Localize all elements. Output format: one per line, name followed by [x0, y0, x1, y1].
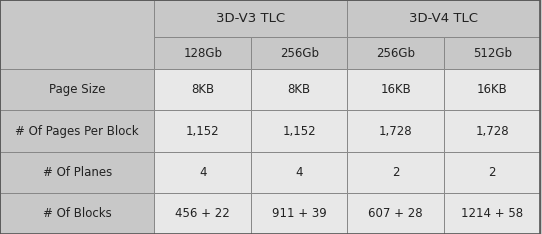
Bar: [347, 152, 444, 193]
Text: 911 + 39: 911 + 39: [272, 207, 327, 220]
Text: # Of Planes: # Of Planes: [43, 166, 112, 179]
Text: 1,728: 1,728: [379, 124, 412, 138]
Text: 456 + 22: 456 + 22: [175, 207, 230, 220]
Bar: [0, 69, 154, 110]
Text: 1,728: 1,728: [475, 124, 509, 138]
Text: 128Gb: 128Gb: [183, 47, 222, 60]
Bar: [444, 152, 540, 193]
Text: 4: 4: [295, 166, 303, 179]
Bar: [0, 193, 154, 234]
Bar: [154, 110, 251, 152]
Bar: [154, 0, 347, 37]
Bar: [347, 110, 444, 152]
Text: 607 + 28: 607 + 28: [369, 207, 423, 220]
Text: 1214 + 58: 1214 + 58: [461, 207, 523, 220]
Text: 1,152: 1,152: [282, 124, 316, 138]
Bar: [444, 37, 540, 69]
Bar: [154, 193, 251, 234]
Text: 8KB: 8KB: [191, 83, 214, 96]
Bar: [347, 193, 444, 234]
Bar: [251, 37, 347, 69]
Text: 3D-V3 TLC: 3D-V3 TLC: [216, 12, 286, 25]
Bar: [154, 152, 251, 193]
Text: 4: 4: [199, 166, 207, 179]
Bar: [347, 69, 444, 110]
Bar: [0, 152, 154, 193]
Bar: [251, 193, 347, 234]
Text: 16KB: 16KB: [380, 83, 411, 96]
Text: # Of Blocks: # Of Blocks: [43, 207, 112, 220]
Bar: [154, 69, 251, 110]
Text: 2: 2: [488, 166, 496, 179]
Text: 512Gb: 512Gb: [473, 47, 512, 60]
Text: 256Gb: 256Gb: [280, 47, 319, 60]
Bar: [444, 69, 540, 110]
Bar: [154, 37, 251, 69]
Bar: [444, 193, 540, 234]
Text: 8KB: 8KB: [288, 83, 311, 96]
Text: 16KB: 16KB: [477, 83, 507, 96]
Bar: [347, 0, 540, 37]
Bar: [251, 152, 347, 193]
Bar: [251, 110, 347, 152]
Bar: [251, 69, 347, 110]
Bar: [444, 110, 540, 152]
Text: 256Gb: 256Gb: [376, 47, 415, 60]
Text: # Of Pages Per Block: # Of Pages Per Block: [15, 124, 139, 138]
Text: 2: 2: [392, 166, 399, 179]
Text: 3D-V4 TLC: 3D-V4 TLC: [409, 12, 479, 25]
Bar: [0, 110, 154, 152]
Bar: [347, 37, 444, 69]
Text: Page Size: Page Size: [49, 83, 106, 96]
Bar: [0, 0, 154, 69]
Text: 1,152: 1,152: [186, 124, 220, 138]
